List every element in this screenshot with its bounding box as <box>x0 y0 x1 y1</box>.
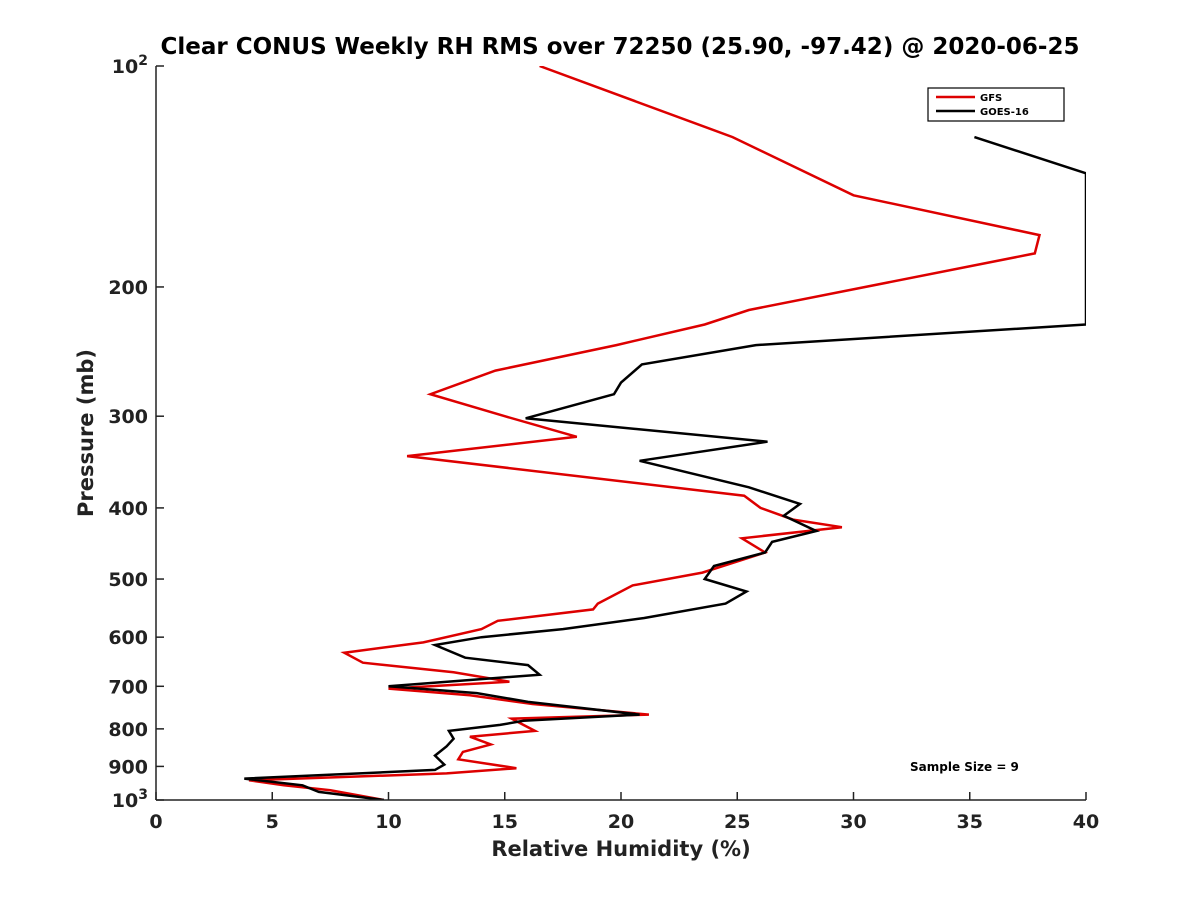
y-tick-label: 200 <box>108 277 148 299</box>
y-axis-ticks: 102 200 300 400 500 600 700 800 900 103 <box>108 53 164 812</box>
chart-title: Clear CONUS Weekly RH RMS over 72250 (25… <box>161 34 1080 60</box>
series-line-gfs <box>248 66 1042 800</box>
y-tick-label: 300 <box>108 406 148 428</box>
series-line-goes-16 <box>244 135 1086 800</box>
x-axis-label: Relative Humidity (%) <box>491 837 750 861</box>
x-tick-label: 10 <box>375 811 401 833</box>
y-tick-label: 800 <box>108 719 148 741</box>
legend-label-goes-16: GOES-16 <box>980 107 1029 118</box>
legend-label-gfs: GFS <box>980 93 1002 104</box>
y-tick-label: 500 <box>108 569 148 591</box>
sample-size-annotation: Sample Size = 9 <box>910 760 1019 774</box>
y-tick-label: 900 <box>108 756 148 778</box>
x-tick-label: 30 <box>840 811 866 833</box>
y-tick-label: 102 <box>112 53 148 78</box>
x-tick-label: 35 <box>957 811 983 833</box>
y-tick-label: 103 <box>112 787 148 812</box>
x-tick-label: 15 <box>492 811 518 833</box>
y-tick-label: 700 <box>108 676 148 698</box>
x-axis-ticks: 0 5 10 15 20 25 30 35 40 <box>149 792 1099 833</box>
x-tick-label: 5 <box>266 811 279 833</box>
legend: GFS GOES-16 <box>927 87 1065 122</box>
y-tick-label: 400 <box>108 498 148 520</box>
series-lines <box>244 66 1086 800</box>
y-axis-label: Pressure (mb) <box>74 349 98 517</box>
legend-box <box>927 87 1065 122</box>
x-tick-label: 25 <box>724 811 750 833</box>
x-tick-label: 0 <box>149 811 162 833</box>
y-tick-label: 600 <box>108 627 148 649</box>
x-tick-label: 40 <box>1073 811 1099 833</box>
x-tick-label: 20 <box>608 811 634 833</box>
